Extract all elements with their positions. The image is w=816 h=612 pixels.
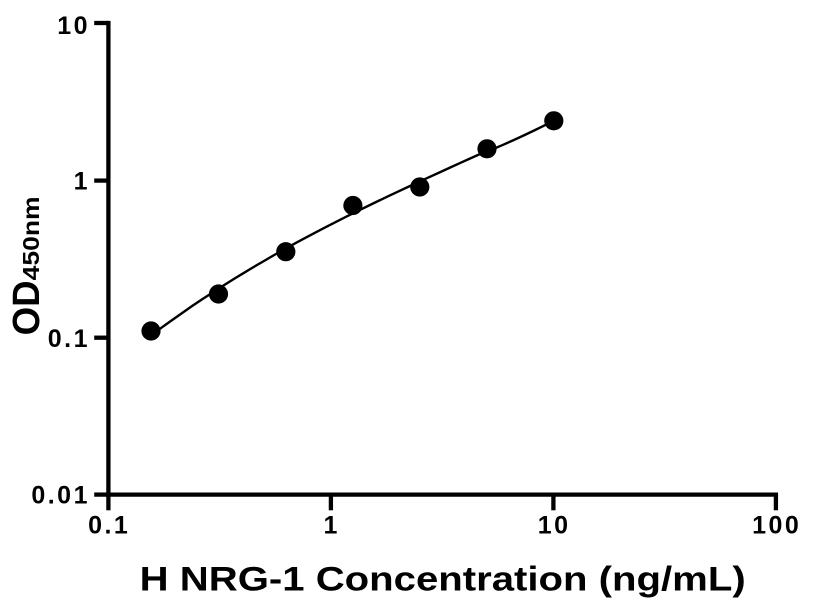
svg-text:100: 100 <box>752 512 801 540</box>
svg-text:0.1: 0.1 <box>48 325 90 353</box>
svg-text:10: 10 <box>538 512 571 540</box>
svg-text:10: 10 <box>57 12 90 40</box>
svg-text:1: 1 <box>323 512 339 540</box>
svg-text:OD450nm: OD450nm <box>6 196 48 335</box>
svg-text:0.01: 0.01 <box>31 482 90 510</box>
svg-text:H NRG-1 Concentration (ng/mL): H NRG-1 Concentration (ng/mL) <box>140 561 746 599</box>
svg-text:0.1: 0.1 <box>88 512 130 540</box>
svg-text:1: 1 <box>74 168 90 196</box>
